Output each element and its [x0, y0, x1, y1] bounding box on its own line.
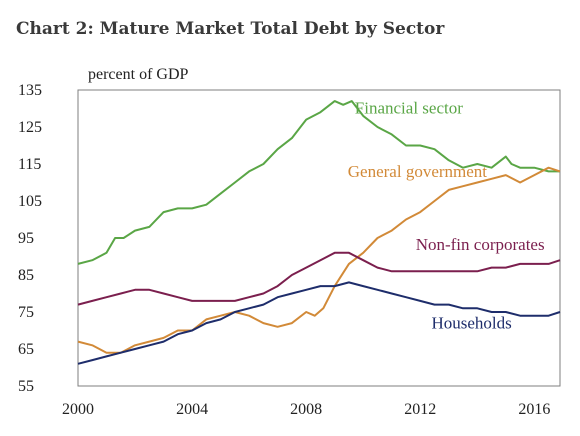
plot-frame	[77, 89, 561, 387]
series-line-non-fin-corporates	[77, 251, 561, 306]
series-label: Financial sector	[355, 99, 463, 118]
y-tick-label: 135	[18, 82, 42, 99]
x-tick-label: 2000	[62, 401, 94, 418]
series-line-general-government	[77, 166, 561, 354]
y-tick-label: 115	[18, 156, 41, 173]
x-tick-label: 2016	[518, 401, 550, 418]
y-tick-label: 75	[18, 304, 34, 321]
y-tick-label: 95	[18, 230, 34, 247]
y-axis-ticks: 55 65 75 85 95 105 115 125 135	[18, 82, 42, 395]
series-label: Households	[431, 314, 511, 333]
series-label: General government	[348, 162, 488, 181]
y-tick-label: 55	[18, 378, 34, 395]
chart-title: Chart 2: Mature Market Total Debt by Sec…	[16, 19, 445, 39]
series-lines	[77, 100, 561, 365]
x-axis-ticks: 2000 2004 2008 2012 2016	[62, 401, 550, 418]
y-tick-label: 125	[18, 119, 42, 136]
y-tick-label: 65	[18, 341, 34, 358]
y-tick-label: 85	[18, 267, 34, 284]
x-tick-label: 2004	[176, 401, 208, 418]
x-tick-label: 2008	[290, 401, 322, 418]
series-line-financial-sector	[77, 100, 560, 265]
y-tick-label: 105	[18, 193, 42, 210]
series-labels: Financial sector General government Non-fi…	[348, 99, 545, 333]
x-tick-label: 2012	[404, 401, 436, 418]
series-label: Non-fin corporates	[416, 235, 545, 254]
series-line-households	[77, 281, 561, 365]
y-axis-unit-label: percent of GDP	[88, 66, 189, 83]
